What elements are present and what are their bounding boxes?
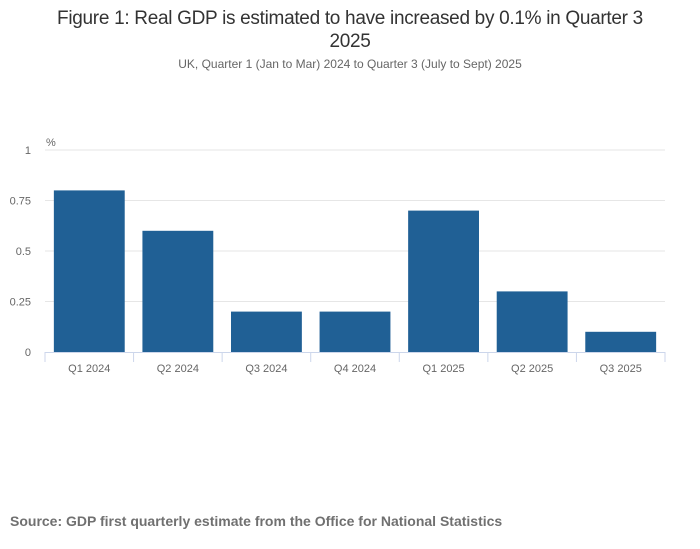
y-tick-label: 1 — [25, 145, 31, 157]
bar-q2-2024 — [142, 230, 214, 352]
bar-q1-2025 — [408, 210, 479, 352]
chart-title: Figure 1: Real GDP is estimated to have … — [57, 8, 643, 52]
bar-q2-2025 — [496, 291, 568, 352]
y-tick-label: 0 — [25, 347, 31, 359]
y-tick-label: 0.75 — [10, 196, 31, 208]
y-axis-unit: % — [46, 137, 56, 149]
x-tick-label: Q4 2024 — [334, 363, 376, 375]
bar-chart: 0 0.25 0.5 0.75 1% Q1 2024 Q2 2024 Q3 2024 Q4 20… — [10, 137, 666, 375]
bar-q1-2024 — [53, 190, 125, 352]
x-tick-label: Q3 2024 — [245, 363, 287, 375]
x-tick-label: Q2 2025 — [511, 363, 553, 375]
bar-q3-2024 — [231, 311, 302, 352]
bar-q3-2025 — [585, 331, 657, 352]
x-tick-label: Q2 2024 — [157, 363, 199, 375]
x-tick-label: Q1 2025 — [422, 363, 464, 375]
y-tick-label: 0.5 — [16, 246, 31, 258]
source-note: Source: GDP first quarterly estimate fro… — [10, 513, 503, 529]
y-tick-label: 0.25 — [10, 297, 31, 309]
x-tick-label: Q1 2024 — [68, 363, 110, 375]
x-tick-label: Q3 2025 — [600, 363, 642, 375]
chart-subtitle: UK, Quarter 1 (Jan to Mar) 2024 to Quart… — [178, 57, 522, 71]
bar-q4-2024 — [319, 311, 391, 352]
